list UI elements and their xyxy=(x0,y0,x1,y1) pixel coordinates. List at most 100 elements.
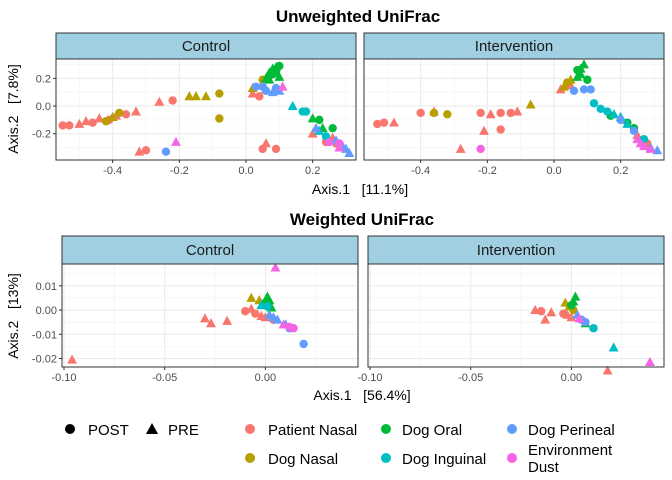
facet-label-intervention: Intervention xyxy=(475,38,553,55)
point-patient-nasal-pre xyxy=(131,106,141,116)
facet-strip-intervention xyxy=(367,235,665,265)
point-patient-nasal-post xyxy=(506,108,515,118)
point-dog-nasal-pre xyxy=(525,99,536,109)
point-patient-nasal-pre xyxy=(512,106,523,116)
point-patient-nasal-post xyxy=(536,307,546,316)
point-dog-oral-post xyxy=(328,123,337,133)
point-dog-oral-post xyxy=(583,75,592,84)
point-patient-nasal-post xyxy=(88,118,97,127)
x-axis-ticks: -0.10 -0.05 0.00 -0.10 -0.05 0.00 xyxy=(51,367,582,384)
point-patient-nasal-post xyxy=(373,119,382,129)
legend-label: Dog Perineal xyxy=(528,422,615,439)
point-dog-inguinal-post xyxy=(589,99,599,108)
legend-item-post: POST xyxy=(65,422,129,439)
facet-label-intervention: Intervention xyxy=(477,242,555,259)
point-patient-nasal-pre xyxy=(206,318,216,328)
point-environment-dust-pre xyxy=(574,313,585,323)
point-dog-perineal-pre xyxy=(344,147,355,157)
point-patient-nasal-pre xyxy=(485,109,496,119)
point-environment-dust-pre xyxy=(645,143,656,153)
point-dog-perineal-pre xyxy=(267,87,278,97)
y-tick-label: 0.00 xyxy=(36,305,57,317)
point-environment-dust-post xyxy=(289,324,298,333)
legend-label: PRE xyxy=(168,422,199,439)
plot-panel-background xyxy=(368,264,664,367)
point-dog-inguinal-post xyxy=(603,107,612,116)
point-patient-nasal-post xyxy=(65,121,74,130)
gridlines xyxy=(364,59,664,160)
point-patient-nasal-post xyxy=(121,110,131,119)
point-dog-inguinal-pre xyxy=(287,100,298,110)
facet-strip-control xyxy=(55,32,357,60)
y-tick-label: 0.01 xyxy=(36,281,57,293)
facet-panel-control xyxy=(55,58,357,161)
x-axis-title: Axis.1 [11.1%] xyxy=(312,181,408,197)
point-patient-nasal-pre xyxy=(602,365,613,375)
point-patient-nasal-post xyxy=(271,144,281,154)
point-dog-nasal-pre xyxy=(191,91,201,101)
point-patient-nasal-pre xyxy=(67,354,78,364)
legend-key-circle xyxy=(507,453,517,463)
data-points xyxy=(58,61,355,157)
point-dog-oral-post xyxy=(315,115,324,125)
point-dog-perineal-post xyxy=(299,339,308,349)
point-environment-dust-post xyxy=(476,144,485,154)
point-patient-nasal-pre xyxy=(247,88,258,98)
point-patient-nasal-pre xyxy=(81,116,91,126)
point-dog-oral-post xyxy=(573,65,582,75)
x-tick-label: -0.10 xyxy=(51,372,76,384)
legend-key-circle xyxy=(381,424,391,434)
point-environment-dust-pre xyxy=(639,140,649,151)
x-tick-label: -0.4 xyxy=(411,165,430,177)
point-patient-nasal-pre xyxy=(260,312,271,322)
point-dog-perineal-pre xyxy=(311,122,321,133)
point-dog-nasal-post xyxy=(215,89,224,98)
point-dog-perineal-post xyxy=(581,317,590,327)
point-dog-perineal-post xyxy=(569,86,579,96)
point-dog-oral-pre xyxy=(575,69,586,79)
point-dog-nasal-pre xyxy=(107,111,118,122)
plot-panel-background xyxy=(62,264,358,367)
point-dog-nasal-pre xyxy=(565,74,576,84)
point-dog-oral-pre xyxy=(274,71,285,81)
gridlines xyxy=(368,264,664,367)
point-environment-dust-pre xyxy=(644,356,655,367)
legend-item-dog-oral: Dog Oral xyxy=(381,422,462,439)
point-dog-perineal-post xyxy=(261,86,271,96)
legend-key-circle xyxy=(507,424,517,434)
legend-key-circle xyxy=(245,424,255,434)
x-tick-label: 0.2 xyxy=(613,165,628,177)
weighted-unifrac-chart: Weighted UniFrac Control Intervention -0… xyxy=(5,210,665,403)
point-patient-nasal-post xyxy=(141,146,151,155)
point-environment-dust-post xyxy=(325,137,334,147)
point-patient-nasal-pre xyxy=(546,307,557,317)
y-axis-title: Axis.2 [13%] xyxy=(5,273,21,359)
point-patient-nasal-post xyxy=(58,121,67,130)
point-patient-nasal-post xyxy=(496,108,505,118)
x-axis-ticks: -0.4 -0.2 0.0 0.2 -0.4 -0.2 0.0 0.2 xyxy=(103,160,628,177)
point-dog-oral-post xyxy=(567,301,576,310)
y-tick-label: -0.02 xyxy=(32,354,57,366)
x-tick-label: -0.05 xyxy=(458,372,483,384)
plot-panel-background xyxy=(56,59,356,160)
chart-title: Weighted UniFrac xyxy=(290,210,434,229)
point-patient-nasal-post xyxy=(241,307,250,316)
x-tick-label: -0.2 xyxy=(170,165,189,177)
x-tick-label: 0.0 xyxy=(546,165,561,177)
point-patient-nasal-post xyxy=(251,309,260,318)
facet-panel-control xyxy=(61,262,359,368)
point-patient-nasal-post xyxy=(255,92,264,101)
legend-label: POST xyxy=(88,422,129,439)
data-points xyxy=(530,291,655,375)
data-points xyxy=(373,59,663,155)
x-tick-label: 0.00 xyxy=(561,372,582,384)
legend-key-circle xyxy=(381,453,391,463)
y-tick-label: -0.2 xyxy=(32,129,51,141)
unweighted-unifrac-chart: Unweighted UniFrac Control Intervention … xyxy=(5,7,665,197)
point-dog-perineal-pre xyxy=(272,314,283,324)
plot-panel-background xyxy=(364,59,664,160)
point-patient-nasal-pre xyxy=(566,312,577,322)
x-tick-label: 0.2 xyxy=(305,165,320,177)
point-patient-nasal-post xyxy=(258,144,267,154)
legend: POST PRE Patient Nasal Dog Nasal Dog Ora… xyxy=(65,422,615,476)
